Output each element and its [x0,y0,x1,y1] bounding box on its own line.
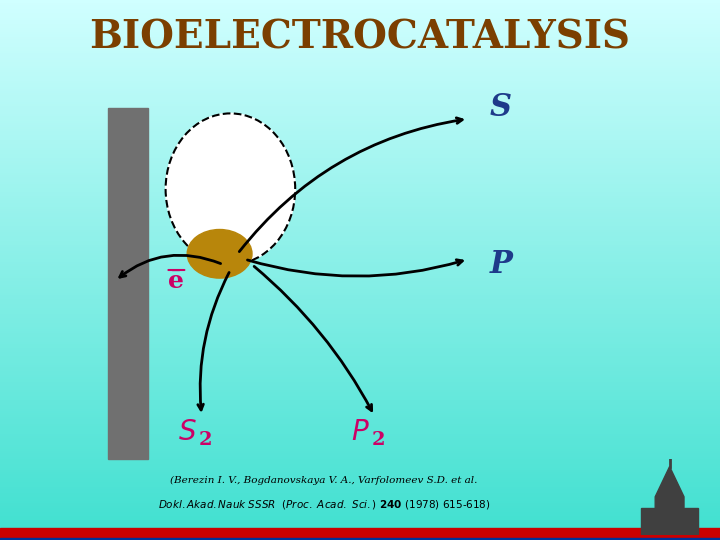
Polygon shape [641,508,655,535]
Text: S: S [490,92,512,124]
Text: $\it{Dokl.Akad.Nauk\ SSSR\ \ (Proc.\ Acad.\ Sci.)\ }$$\mathbf{240}$$\it{\ (1978): $\it{Dokl.Akad.Nauk\ SSSR\ \ (Proc.\ Aca… [158,498,490,511]
Ellipse shape [166,113,295,265]
Text: (Berezin I. V., Bogdanovskaya V. A., Varfolomeev S.D. et al.: (Berezin I. V., Bogdanovskaya V. A., Var… [171,476,477,485]
Ellipse shape [187,230,252,278]
Text: $\mathit{S}$: $\mathit{S}$ [178,418,197,445]
Text: 2: 2 [372,431,384,449]
Text: BIOELECTROCATALYSIS: BIOELECTROCATALYSIS [89,19,631,57]
Text: 2: 2 [199,431,212,449]
Text: P: P [490,249,513,280]
Text: ē: ē [168,269,184,293]
Text: $\mathit{P}$: $\mathit{P}$ [351,418,369,445]
Bar [0,528,720,538]
Bar [108,108,148,459]
Bar [0,538,720,540]
Polygon shape [684,508,698,535]
Polygon shape [655,467,684,535]
